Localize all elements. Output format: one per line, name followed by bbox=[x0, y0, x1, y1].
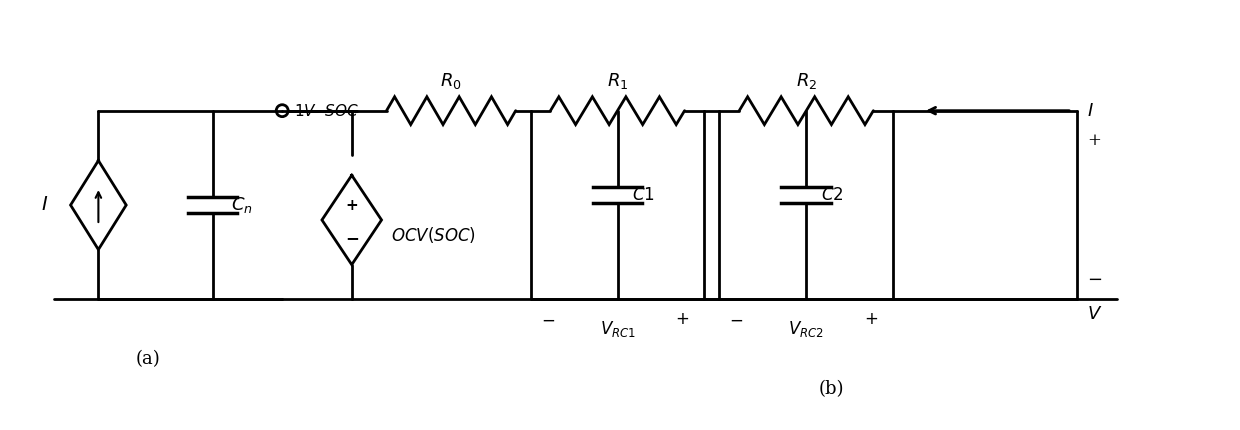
Text: $V_{RC1}$: $V_{RC1}$ bbox=[599, 319, 635, 339]
Text: $OCV(SOC)$: $OCV(SOC)$ bbox=[392, 225, 476, 245]
Text: $1V \cdot SOC$: $1V \cdot SOC$ bbox=[294, 103, 360, 119]
Text: $C_n$: $C_n$ bbox=[231, 195, 252, 215]
Text: $V_{RC2}$: $V_{RC2}$ bbox=[789, 319, 825, 339]
Text: $+$: $+$ bbox=[864, 311, 878, 329]
Text: (a): (a) bbox=[135, 350, 160, 368]
Text: $I$: $I$ bbox=[41, 196, 48, 214]
Text: $R_1$: $R_1$ bbox=[606, 71, 629, 91]
Text: $V$: $V$ bbox=[1087, 305, 1102, 323]
Text: $+$: $+$ bbox=[676, 311, 689, 329]
Text: $-$: $-$ bbox=[541, 311, 554, 329]
Text: $R_2$: $R_2$ bbox=[796, 71, 817, 91]
Text: (b): (b) bbox=[818, 380, 844, 398]
Text: $C1$: $C1$ bbox=[632, 187, 655, 204]
Text: $-$: $-$ bbox=[729, 311, 744, 329]
Text: $I$: $I$ bbox=[1087, 101, 1094, 120]
Text: $C2$: $C2$ bbox=[821, 187, 843, 204]
Text: −: − bbox=[345, 229, 358, 247]
Text: +: + bbox=[1087, 132, 1101, 149]
Text: +: + bbox=[346, 197, 358, 212]
Text: −: − bbox=[1087, 270, 1102, 289]
Text: $R_0$: $R_0$ bbox=[440, 71, 463, 91]
